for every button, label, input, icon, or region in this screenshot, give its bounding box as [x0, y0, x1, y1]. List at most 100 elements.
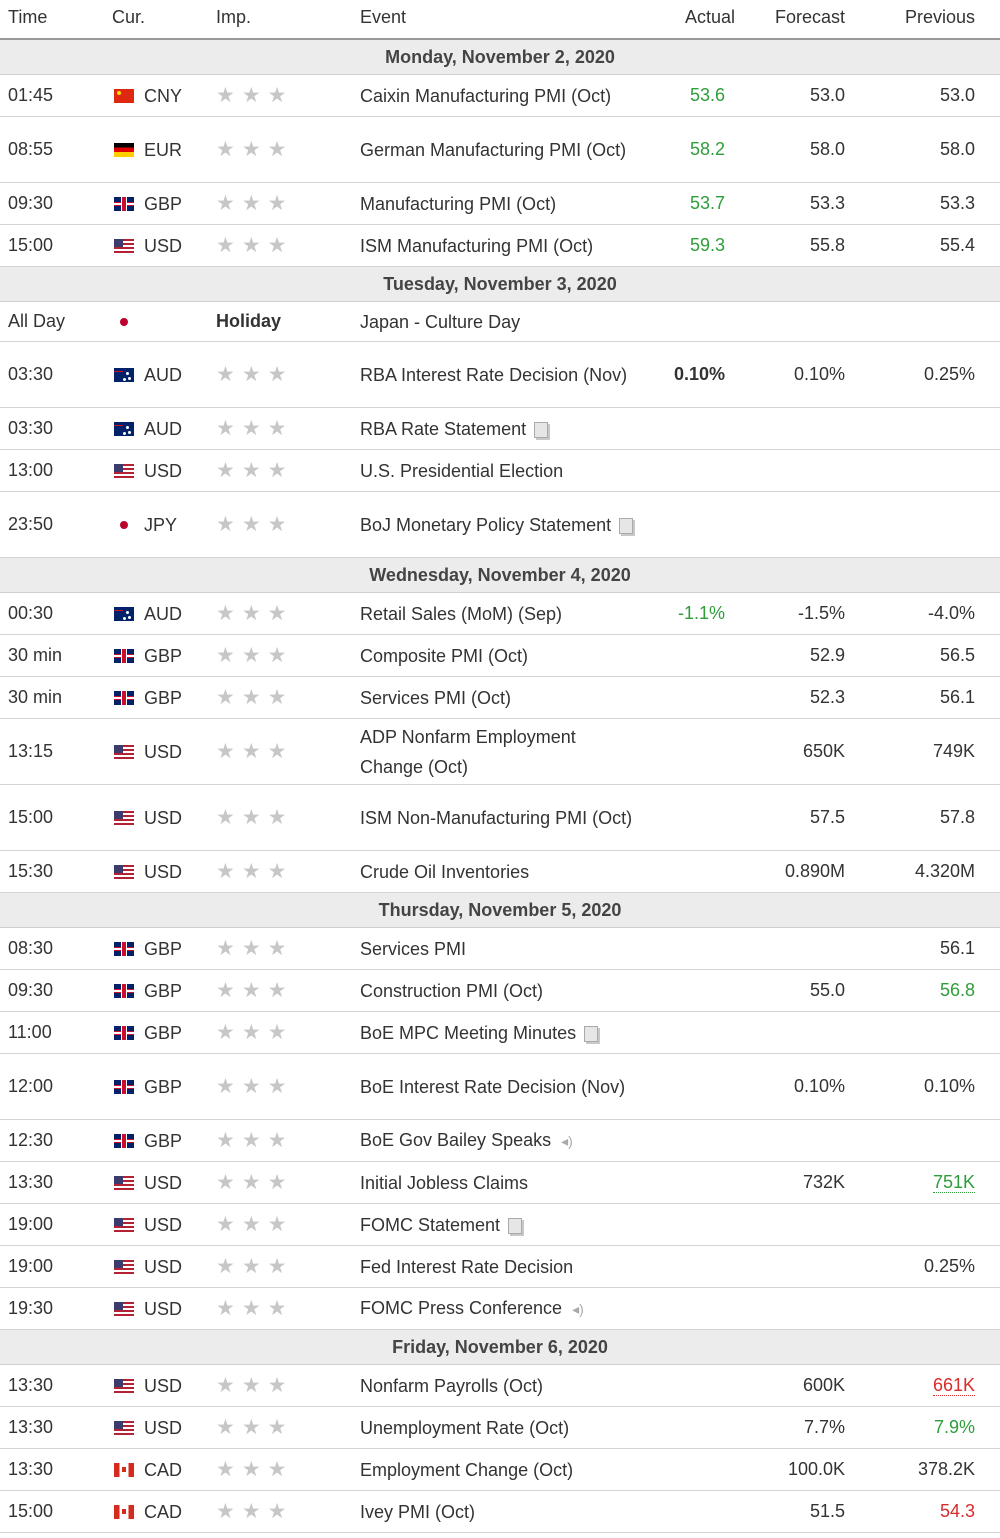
flag-gb-icon: [114, 983, 134, 998]
event-name[interactable]: FOMC Statement: [340, 1203, 640, 1246]
header-importance[interactable]: Imp.: [200, 0, 340, 40]
event-title[interactable]: Services PMI: [360, 938, 467, 959]
header-forecast[interactable]: Forecast: [760, 0, 870, 40]
table-row[interactable]: 13:15 USD ★ ★ ★ ADP Nonfarm Employment Change…: [0, 718, 1000, 785]
event-title[interactable]: BoE Gov Bailey Speaks: [360, 1129, 552, 1150]
event-title[interactable]: BoJ Monetary Policy Statement: [360, 514, 612, 535]
document-icon[interactable]: [619, 517, 634, 534]
table-row[interactable]: 11:00 GBP ★ ★ ★ BoE MPC Meeting Minutes: [0, 1011, 1000, 1054]
table-row[interactable]: 19:00 USD ★ ★ ★ FOMC Statement: [0, 1203, 1000, 1246]
table-row[interactable]: 09:30 GBP ★ ★ ★ Construction PMI (Oct) 55.0 56.…: [0, 969, 1000, 1012]
event-title[interactable]: Unemployment Rate (Oct): [360, 1417, 570, 1438]
document-icon[interactable]: [534, 421, 549, 438]
table-row[interactable]: 03:30 AUD ★ ★ ★ RBA Rate Statement: [0, 407, 1000, 450]
table-row[interactable]: 13:30 CAD ★ ★ ★ Employment Change (Oct) 100.0K…: [0, 1448, 1000, 1491]
event-name[interactable]: U.S. Presidential Election: [340, 449, 640, 492]
event-title[interactable]: U.S. Presidential Election: [360, 460, 564, 481]
event-name[interactable]: BoE Interest Rate Decision (Nov): [340, 1053, 640, 1120]
table-row[interactable]: 13:30 USD ★ ★ ★ Initial Jobless Claims 732K 751…: [0, 1161, 1000, 1204]
table-row[interactable]: 13:30 USD ★ ★ ★ Nonfarm Payrolls (Oct) 600K 661…: [0, 1364, 1000, 1407]
event-title[interactable]: Construction PMI (Oct): [360, 980, 544, 1001]
event-name[interactable]: Japan - Culture Day: [340, 301, 640, 342]
event-title[interactable]: ISM Manufacturing PMI (Oct): [360, 235, 594, 256]
event-name[interactable]: Ivey PMI (Oct): [340, 1490, 640, 1533]
table-row[interactable]: 15:00 USD ★ ★ ★ ISM Non-Manufacturing PMI (Oc…: [0, 784, 1000, 851]
event-title[interactable]: Crude Oil Inventories: [360, 861, 530, 882]
event-name[interactable]: Nonfarm Payrolls (Oct): [340, 1364, 640, 1407]
event-title[interactable]: Retail Sales (MoM) (Sep): [360, 603, 563, 624]
table-row[interactable]: 08:55 EUR ★ ★ ★ German Manufacturing PMI (Oct…: [0, 116, 1000, 183]
event-name[interactable]: FOMC Press Conference ◂): [340, 1287, 640, 1330]
event-name[interactable]: ISM Manufacturing PMI (Oct): [340, 224, 640, 267]
event-title[interactable]: German Manufacturing PMI (Oct): [360, 139, 627, 160]
event-title[interactable]: BoE Interest Rate Decision (Nov): [360, 1076, 626, 1097]
event-title[interactable]: BoE MPC Meeting Minutes: [360, 1022, 577, 1043]
table-row[interactable]: 19:30 USD ★ ★ ★ FOMC Press Conference ◂): [0, 1287, 1000, 1330]
table-row[interactable]: 01:45 CNY ★ ★ ★ Caixin Manufacturing PMI (Oct…: [0, 74, 1000, 117]
header-previous[interactable]: Previous: [870, 0, 1000, 40]
table-row[interactable]: 19:00 USD ★ ★ ★ Fed Interest Rate Decision 0.2…: [0, 1245, 1000, 1288]
speaker-icon[interactable]: ◂): [561, 1133, 573, 1150]
event-title[interactable]: RBA Interest Rate Decision (Nov): [360, 364, 628, 385]
table-row[interactable]: 15:00 USD ★ ★ ★ ISM Manufacturing PMI (Oct) 59…: [0, 224, 1000, 267]
event-title[interactable]: RBA Rate Statement: [360, 418, 527, 439]
event-name[interactable]: Unemployment Rate (Oct): [340, 1406, 640, 1449]
event-name[interactable]: BoE Gov Bailey Speaks ◂): [340, 1119, 640, 1162]
event-name[interactable]: Retail Sales (MoM) (Sep): [340, 592, 640, 635]
table-row[interactable]: 08:30 GBP ★ ★ ★ Services PMI 56.1: [0, 927, 1000, 970]
event-title[interactable]: ISM Non-Manufacturing PMI (Oct): [360, 807, 633, 828]
speaker-icon[interactable]: ◂): [572, 1301, 584, 1318]
table-row[interactable]: 12:30 GBP ★ ★ ★ BoE Gov Bailey Speaks ◂): [0, 1119, 1000, 1162]
header-currency[interactable]: Cur.: [100, 0, 200, 40]
event-name[interactable]: German Manufacturing PMI (Oct): [340, 116, 640, 183]
event-name[interactable]: Manufacturing PMI (Oct): [340, 182, 640, 225]
event-title[interactable]: Caixin Manufacturing PMI (Oct): [360, 85, 612, 106]
event-name[interactable]: BoJ Monetary Policy Statement: [340, 491, 640, 558]
event-name[interactable]: RBA Rate Statement: [340, 407, 640, 450]
event-name[interactable]: Construction PMI (Oct): [340, 969, 640, 1012]
table-row[interactable]: 00:30 AUD ★ ★ ★ Retail Sales (MoM) (Sep) -1.1%…: [0, 592, 1000, 635]
event-title[interactable]: FOMC Press Conference: [360, 1297, 563, 1318]
table-row[interactable]: 03:30 AUD ★ ★ ★ RBA Interest Rate Decision (N…: [0, 341, 1000, 408]
document-icon[interactable]: [508, 1217, 523, 1234]
event-name[interactable]: Initial Jobless Claims: [340, 1161, 640, 1204]
table-row[interactable]: 30 min GBP ★ ★ ★ Composite PMI (Oct) 52.9 56.5: [0, 634, 1000, 677]
event-title[interactable]: Employment Change (Oct): [360, 1459, 574, 1480]
table-row[interactable]: 09:30 GBP ★ ★ ★ Manufacturing PMI (Oct) 53.7 53…: [0, 182, 1000, 225]
event-name[interactable]: ADP Nonfarm Employment Change (Oct): [340, 718, 640, 785]
event-name[interactable]: Services PMI (Oct): [340, 676, 640, 719]
table-row[interactable]: 23:50 JPY ★ ★ ★ BoJ Monetary Policy Statement: [0, 491, 1000, 558]
table-row[interactable]: 13:30 USD ★ ★ ★ Unemployment Rate (Oct) 7.7% 7.…: [0, 1406, 1000, 1449]
table-row[interactable]: 12:00 GBP ★ ★ ★ BoE Interest Rate Decision (N…: [0, 1053, 1000, 1120]
event-title[interactable]: Manufacturing PMI (Oct): [360, 193, 557, 214]
event-title[interactable]: ADP Nonfarm Employment Change (Oct): [360, 726, 576, 777]
event-name[interactable]: Caixin Manufacturing PMI (Oct): [340, 74, 640, 117]
table-row[interactable]: All Day Holiday Japan - Culture Day: [0, 301, 1000, 342]
table-row[interactable]: 15:30 USD ★ ★ ★ Crude Oil Inventories 0.890M 4.…: [0, 850, 1000, 893]
event-title[interactable]: Initial Jobless Claims: [360, 1172, 529, 1193]
event-name[interactable]: Services PMI: [340, 927, 640, 970]
document-icon[interactable]: [584, 1025, 599, 1042]
event-name[interactable]: Crude Oil Inventories: [340, 850, 640, 893]
event-name[interactable]: RBA Interest Rate Decision (Nov): [340, 341, 640, 408]
event-title[interactable]: FOMC Statement: [360, 1214, 501, 1235]
event-name[interactable]: BoE MPC Meeting Minutes: [340, 1011, 640, 1054]
event-title[interactable]: Nonfarm Payrolls (Oct): [360, 1375, 544, 1396]
table-row[interactable]: 15:00 CAD ★ ★ ★ Ivey PMI (Oct) 51.5 54.3: [0, 1490, 1000, 1533]
event-title[interactable]: Japan - Culture Day: [360, 311, 521, 332]
event-name[interactable]: ISM Non-Manufacturing PMI (Oct): [340, 784, 640, 851]
event-name[interactable]: Fed Interest Rate Decision: [340, 1245, 640, 1288]
event-name[interactable]: Composite PMI (Oct): [340, 634, 640, 677]
event-name[interactable]: Employment Change (Oct): [340, 1448, 640, 1491]
event-title[interactable]: Ivey PMI (Oct): [360, 1501, 476, 1522]
currency-code: AUD: [144, 603, 183, 624]
header-event[interactable]: Event: [340, 0, 640, 40]
event-title[interactable]: Services PMI (Oct): [360, 687, 512, 708]
table-row[interactable]: 13:00 USD ★ ★ ★ U.S. Presidential Election: [0, 449, 1000, 492]
table-row[interactable]: 30 min GBP ★ ★ ★ Services PMI (Oct) 52.3 56.1: [0, 676, 1000, 719]
event-title[interactable]: Fed Interest Rate Decision: [360, 1256, 574, 1277]
event-forecast: 51.5: [760, 1490, 870, 1533]
header-actual[interactable]: Actual: [640, 0, 760, 40]
header-time[interactable]: Time: [0, 0, 100, 40]
event-title[interactable]: Composite PMI (Oct): [360, 645, 529, 666]
